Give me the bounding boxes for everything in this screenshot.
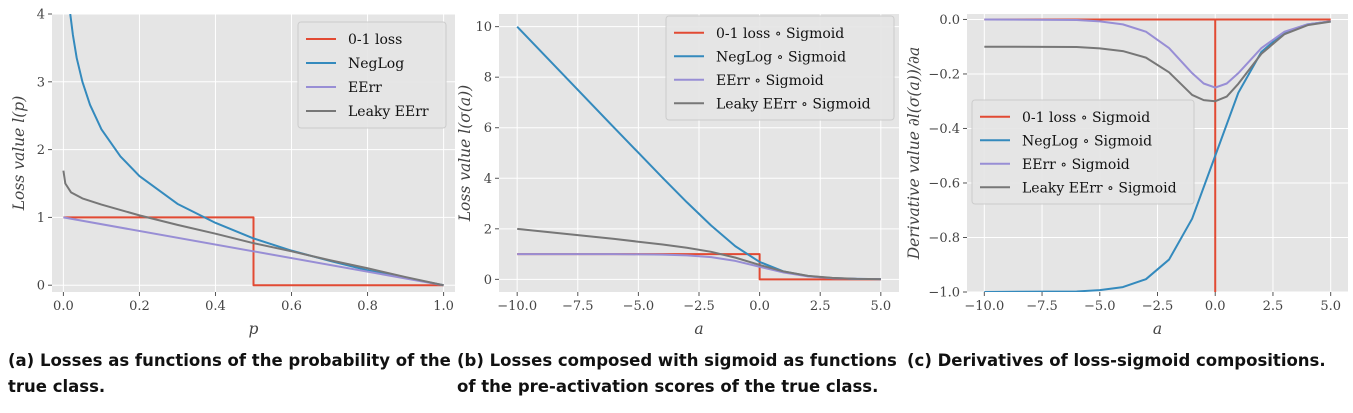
x-tick-label: 0.2 [129, 299, 150, 314]
legend-entry: EErr [348, 80, 382, 96]
series-line-red [984, 18, 1331, 292]
x-axis-label: a [1153, 320, 1162, 338]
series-line-purple [63, 216, 444, 287]
y-tick-label: 2 [37, 143, 45, 158]
series-line-gray [517, 227, 881, 281]
caption-a: (a) Losses as functions of the probabili… [8, 351, 451, 396]
y-tick-label: 6 [484, 121, 492, 136]
y-tick-label: 0.0 [939, 13, 960, 28]
y-tick-label: −0.4 [928, 122, 960, 137]
y-tick-label: 0 [37, 279, 45, 294]
legend-entry: 0-1 loss ∘ Sigmoid [1022, 110, 1150, 126]
legend-entry: EErr ∘ Sigmoid [716, 73, 824, 89]
y-tick-label: 0 [484, 273, 492, 288]
x-tick-label: 0.6 [281, 299, 302, 314]
y-axis-label: Derivative value ∂l(σ(a))/∂a [905, 47, 923, 261]
legend-entry: NegLog ∘ Sigmoid [716, 49, 846, 65]
y-axis-label: Loss value l(p) [10, 96, 28, 211]
x-tick-label: −5.0 [1084, 299, 1116, 314]
y-tick-label: 10 [475, 20, 492, 35]
chart-panel-a: 0.0 0.2 0.4 0.6 0.8 1.0 0 1 2 3 4 p Loss value l(p) 0… [0, 0, 455, 342]
loss-vs-probability-chart: 0.0 0.2 0.4 0.6 0.8 1.0 0 1 2 3 4 p Loss value l(p) 0… [10, 8, 455, 338]
x-tick-label: 0.0 [749, 299, 770, 314]
legend-entry: EErr ∘ Sigmoid [1022, 157, 1130, 173]
chart-panel-c: −10.0 −7.5 −5.0 −2.5 0.0 2.5 5.0 0.0 −0.2 −0.4 −0.… [905, 0, 1353, 342]
legend-box [971, 99, 1195, 205]
legend-entry: Leaky EErr ∘ Sigmoid [1022, 180, 1177, 196]
x-tick-label: 0.8 [357, 299, 378, 314]
x-tick-label: 5.0 [1320, 299, 1341, 314]
x-tick-label: 0.0 [53, 299, 74, 314]
caption-c: (c) Derivatives of loss-sigmoid composit… [907, 351, 1326, 370]
x-axis-label: p [249, 320, 259, 338]
legend-entry: Leaky EErr [348, 104, 429, 120]
series-line-blue [69, 14, 444, 287]
legend-entry: NegLog ∘ Sigmoid [1022, 133, 1152, 149]
x-tick-label: 0.0 [1205, 299, 1226, 314]
y-tick-label: −0.8 [928, 231, 960, 246]
y-tick-label: 4 [484, 172, 492, 187]
y-tick-label: 3 [37, 75, 45, 90]
x-tick-label: −2.5 [683, 299, 715, 314]
legend-entry: Leaky EErr ∘ Sigmoid [716, 96, 871, 112]
x-tick-label: −10.0 [497, 299, 537, 314]
x-tick-label: 1.0 [433, 299, 454, 314]
legend-entry: 0-1 loss ∘ Sigmoid [716, 26, 844, 42]
y-tick-label: 8 [484, 71, 492, 86]
y-tick-label: −1.0 [928, 286, 960, 301]
x-tick-label: 2.5 [810, 299, 831, 314]
chart-panel-b: −10.0 −7.5 −5.0 −2.5 0.0 2.5 5.0 0 2 4 6 8 10 a Loss v… [455, 0, 905, 342]
x-tick-label: −10.0 [964, 299, 1004, 314]
x-tick-label: 0.4 [205, 299, 226, 314]
y-tick-label: 4 [37, 8, 45, 23]
x-tick-label: −7.5 [1026, 299, 1058, 314]
legend-entry: NegLog [348, 56, 404, 72]
series-group [984, 18, 1331, 292]
y-tick-label: 1 [37, 211, 45, 226]
series-line-gray [62, 170, 444, 287]
series-group [516, 25, 881, 281]
legend-box [665, 15, 895, 121]
series-line-purple [984, 18, 1331, 89]
x-tick-label: −7.5 [562, 299, 594, 314]
y-tick-label: −0.2 [928, 67, 960, 82]
x-tick-label: 2.5 [1263, 299, 1284, 314]
y-axis-label: Loss value l(σ(a)) [456, 85, 474, 222]
x-tick-label: −5.0 [623, 299, 655, 314]
loss-sigmoid-chart: −10.0 −7.5 −5.0 −2.5 0.0 2.5 5.0 0 2 4 6 8 10 a Loss v… [456, 14, 899, 338]
legend-entry: 0-1 loss [348, 32, 402, 48]
caption-b: (b) Losses composed with sigmoid as func… [457, 351, 897, 396]
y-tick-label: −0.6 [928, 176, 960, 191]
x-axis-label: a [694, 320, 703, 338]
series-line-gray [984, 20, 1331, 103]
derivative-chart: −10.0 −7.5 −5.0 −2.5 0.0 2.5 5.0 0.0 −0.2 −0.4 −0.… [905, 13, 1348, 338]
series-group [62, 14, 444, 287]
x-tick-label: 5.0 [870, 299, 891, 314]
legend-box [297, 21, 447, 129]
x-tick-label: −2.5 [1142, 299, 1174, 314]
y-tick-label: 2 [484, 222, 492, 237]
